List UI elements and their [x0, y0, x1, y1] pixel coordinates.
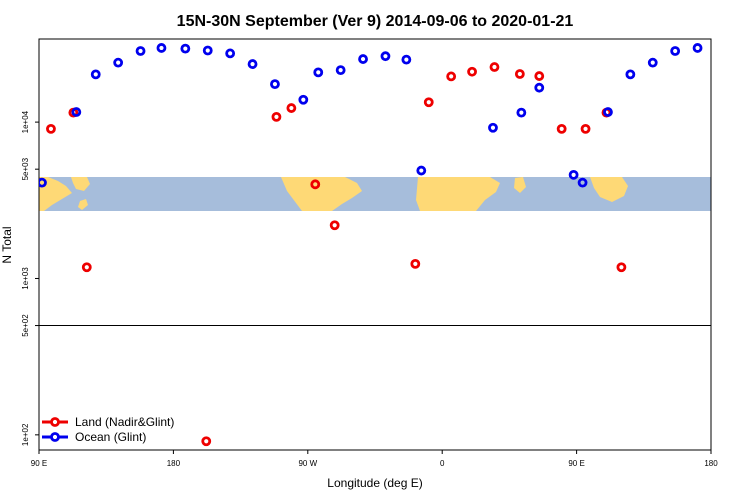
land-mass-island-chain — [71, 177, 90, 191]
land-point — [286, 103, 297, 113]
ocean-point — [71, 107, 82, 117]
land-point — [423, 97, 434, 108]
legend-swatch-marker — [50, 432, 60, 442]
land-point — [271, 111, 282, 122]
ocean-point — [358, 54, 368, 64]
y-tick-label: 1e+03 — [21, 267, 30, 290]
land-mass-africa — [416, 177, 500, 211]
land-point — [514, 69, 525, 79]
ocean-point — [335, 65, 346, 76]
legend-label: Land (Nadir&Glint) — [75, 415, 174, 429]
land-point — [329, 220, 340, 231]
x-tick-label: 180 — [704, 459, 718, 468]
ocean-point — [670, 46, 681, 56]
y-axis-label: N Total — [0, 226, 14, 263]
x-axis-label: Longitude (deg E) — [327, 476, 422, 490]
ocean-point — [416, 165, 427, 176]
ocean-point — [90, 69, 101, 80]
ocean-point — [180, 43, 191, 54]
land-point — [410, 258, 421, 269]
land-point — [580, 123, 591, 134]
land-point — [556, 123, 567, 134]
x-tick-label: 90 E — [31, 459, 47, 468]
world-map-band — [39, 177, 711, 211]
ocean-point — [113, 57, 124, 68]
land-point — [534, 71, 545, 81]
data-points — [39, 43, 703, 447]
land-point — [310, 179, 321, 190]
ocean-point — [692, 43, 703, 53]
ocean-point — [401, 54, 412, 65]
land-mass-madagascar — [514, 177, 526, 193]
y-tick-label: 5e+03 — [21, 157, 30, 180]
legend-label: Ocean (Glint) — [75, 430, 146, 444]
ocean-point — [202, 45, 213, 56]
ocean-point — [534, 82, 545, 93]
ocean-point — [380, 51, 391, 62]
ocean-point — [313, 67, 324, 78]
ocean-point — [135, 46, 146, 56]
ocean-point — [516, 107, 527, 118]
legend: Land (Nadir&Glint)Ocean (Glint) — [42, 415, 174, 444]
x-axis: 90 E 180 90 W 0 90 E 180 — [31, 450, 718, 468]
plot-frame — [38, 38, 712, 451]
legend-swatch-marker — [50, 417, 60, 427]
x-tick-label: 180 — [167, 459, 181, 468]
y-tick-label: 1e+04 — [21, 110, 30, 133]
land-mass-south-america — [281, 177, 362, 211]
land-point — [616, 262, 627, 273]
ocean-point — [298, 94, 309, 105]
ocean-point — [625, 69, 636, 80]
ocean-point — [247, 59, 258, 69]
land-mass-new-zealand — [78, 199, 88, 210]
land-mass-australia — [39, 177, 72, 211]
land-point — [46, 123, 56, 134]
ocean-point — [156, 43, 167, 53]
y-axis: 1e+02 5e+02 1e+03 5e+03 1e+04 — [21, 110, 39, 446]
land-point — [81, 262, 92, 273]
land-point — [446, 71, 457, 82]
x-tick-label: 0 — [440, 459, 445, 468]
ocean-point — [39, 177, 47, 188]
ocean-point — [225, 48, 236, 59]
y-tick-label: 1e+02 — [21, 423, 30, 446]
x-tick-label: 90 W — [298, 459, 317, 468]
ocean-point — [603, 107, 613, 117]
ocean-point — [577, 177, 588, 188]
ocean-point — [568, 169, 579, 180]
x-tick-label: 90 E — [568, 459, 584, 468]
land-point — [489, 62, 500, 72]
land-point — [467, 66, 477, 77]
ocean-point — [270, 79, 280, 90]
chart-title: 15N-30N September (Ver 9) 2014-09-06 to … — [177, 13, 574, 30]
ocean-point — [488, 122, 498, 133]
ocean-point — [647, 57, 658, 68]
land-mass-asia-australia — [590, 177, 628, 202]
land-point — [201, 436, 212, 447]
y-tick-label: 5e+02 — [21, 314, 30, 337]
